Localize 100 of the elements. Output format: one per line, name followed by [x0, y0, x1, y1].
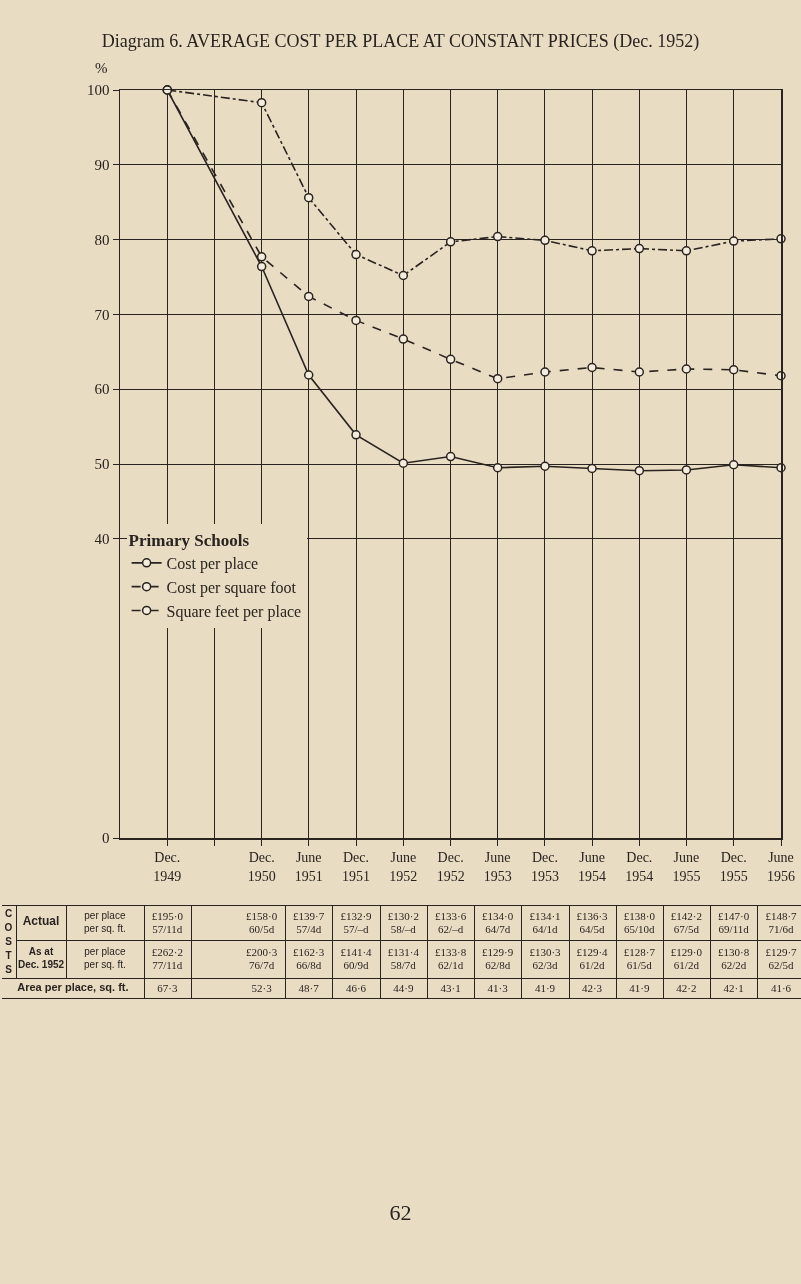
- text: Area per place, sq. ft.: [16, 981, 130, 995]
- x-tick-label: Dec. 1953: [530, 850, 559, 884]
- text: £133·6: [435, 910, 467, 922]
- chart-title: Diagram 6. AVERAGE COST PER PLACE AT CONSTANT PRICES (Dec. 1952): [101, 30, 700, 52]
- point: [303, 192, 314, 203]
- y-tick-label: 40: [94, 531, 110, 548]
- text: As at Dec. 1952: [16, 945, 66, 972]
- text: £129·4: [576, 946, 608, 958]
- point: [351, 315, 361, 326]
- text: 66/8d: [296, 959, 322, 971]
- text: £262·2: [151, 946, 183, 958]
- point: [728, 365, 739, 375]
- point: [256, 261, 267, 272]
- text: 42·1: [722, 982, 745, 996]
- legend-label: Cost per place: [166, 555, 259, 574]
- text: 71/6d: [768, 923, 794, 935]
- text: 57/11d: [152, 923, 183, 935]
- text: 69/11d: [718, 923, 749, 935]
- text: 77/11d: [152, 959, 183, 971]
- text: 64/7d: [485, 923, 511, 935]
- y-tick-label: 0: [102, 830, 110, 847]
- text: 61/5d: [626, 959, 652, 971]
- y-tick-label: 80: [94, 231, 110, 248]
- point: [492, 373, 503, 384]
- point: [681, 364, 692, 374]
- text: per sq. ft.: [84, 959, 126, 970]
- text: 48·7: [297, 982, 320, 996]
- legend-title: Primary Schools: [128, 530, 250, 550]
- point: [634, 243, 645, 254]
- text: £130·2: [387, 910, 419, 922]
- text: 41·9: [628, 982, 651, 996]
- x-tick-label: Dec. 1951: [342, 850, 371, 884]
- point: [728, 460, 739, 470]
- point: [398, 270, 409, 281]
- point: [303, 291, 314, 302]
- x-tick-label: June 1952: [389, 850, 418, 884]
- text: £138·0: [623, 910, 655, 922]
- point: [398, 334, 409, 344]
- text: 65/10d: [624, 923, 655, 935]
- text: 67·3: [156, 982, 179, 996]
- point: [351, 249, 361, 260]
- text: £132·9: [340, 910, 372, 922]
- x-tick-label: June 1956: [767, 850, 795, 884]
- text: 76/7d: [249, 959, 275, 971]
- text: £129·7: [765, 946, 797, 958]
- text: £162·3: [293, 946, 325, 958]
- point: [492, 462, 503, 473]
- text: £131·4: [387, 946, 419, 958]
- text: £129·9: [482, 946, 514, 958]
- text: £139·7: [293, 910, 325, 922]
- point: [681, 465, 692, 475]
- text: 62: [388, 1200, 413, 1226]
- text: 61/2d: [579, 959, 605, 971]
- y-tick-label: 50: [94, 456, 110, 473]
- y-axis-title: %: [95, 60, 108, 76]
- text: £133·8: [435, 946, 467, 958]
- y-tick-label: 90: [94, 157, 110, 174]
- text: 42·2: [675, 982, 698, 996]
- x-tick-label: Dec. 1955: [719, 850, 748, 884]
- text: 42·3: [580, 982, 604, 996]
- point: [445, 451, 456, 462]
- point: [540, 235, 550, 246]
- text: 46·6: [344, 982, 368, 996]
- text: per sq. ft.: [84, 923, 126, 934]
- text: 62/–d: [438, 923, 464, 935]
- text: £195·0: [151, 910, 183, 922]
- text: 62/8d: [485, 959, 511, 971]
- legend-label: Cost per square foot: [166, 578, 297, 597]
- text: 41·9: [533, 982, 557, 996]
- text: £130·3: [529, 946, 561, 958]
- text: per place: [84, 946, 126, 957]
- y-tick-label: 60: [94, 381, 110, 398]
- text: £129·0: [670, 946, 702, 958]
- y-tick-label: 70: [94, 306, 110, 323]
- point: [540, 367, 550, 377]
- x-tick-label: Dec. 1952: [436, 850, 465, 884]
- text: 62/1d: [438, 959, 464, 971]
- text: 64/5d: [579, 923, 605, 935]
- text: £148·7: [765, 910, 797, 922]
- point: [398, 458, 409, 468]
- text: £141·4: [340, 946, 372, 958]
- point: [587, 463, 597, 474]
- point: [256, 252, 267, 262]
- y-tick-label: 100: [87, 82, 110, 99]
- point: [681, 246, 692, 256]
- text: £158·0: [246, 910, 278, 922]
- text: 41·3: [486, 982, 509, 996]
- x-tick-label: Dec. 1950: [247, 850, 276, 884]
- x-tick-label: June 1954: [578, 850, 607, 884]
- legend-label: Square feet per place: [166, 602, 302, 621]
- text: Actual: [21, 914, 61, 930]
- text: 43·1: [439, 982, 462, 996]
- text: £130·8: [718, 946, 750, 958]
- text: 60/5d: [249, 923, 275, 935]
- text: 67/5d: [673, 923, 699, 935]
- x-tick-label: June 1951: [294, 850, 323, 884]
- text: £147·0: [718, 910, 750, 922]
- x-tick-label: June 1953: [483, 850, 512, 884]
- point: [634, 465, 645, 476]
- text: £200·3: [246, 946, 278, 958]
